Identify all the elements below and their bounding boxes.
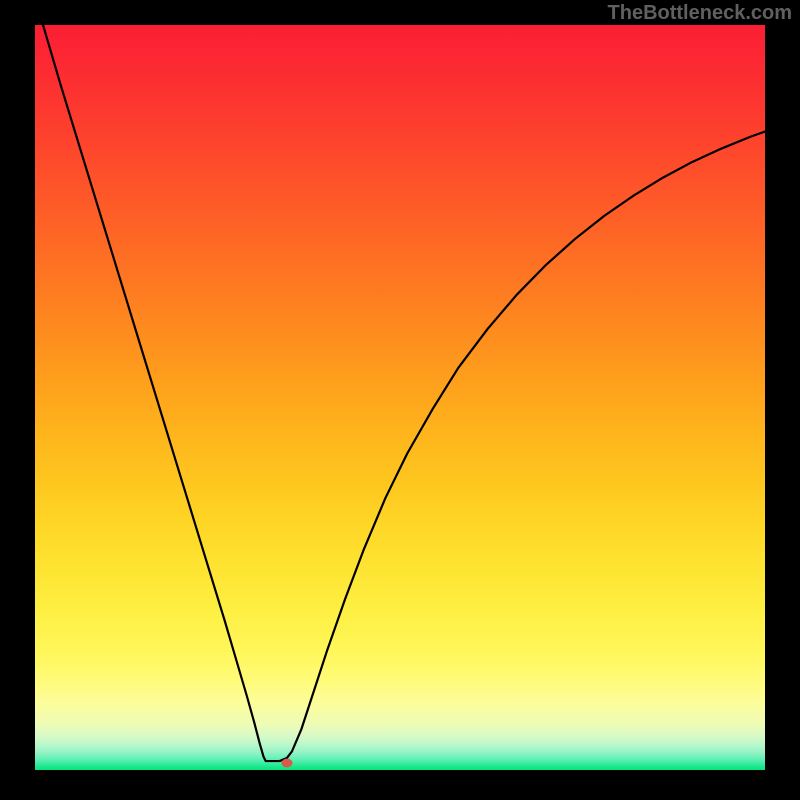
optimum-marker (281, 759, 292, 768)
bottleneck-curve (43, 25, 765, 761)
plot-area (35, 25, 765, 770)
chart-container: TheBottleneck.com (0, 0, 800, 800)
watermark-text: TheBottleneck.com (608, 2, 792, 25)
bottleneck-curve-svg (35, 25, 765, 770)
